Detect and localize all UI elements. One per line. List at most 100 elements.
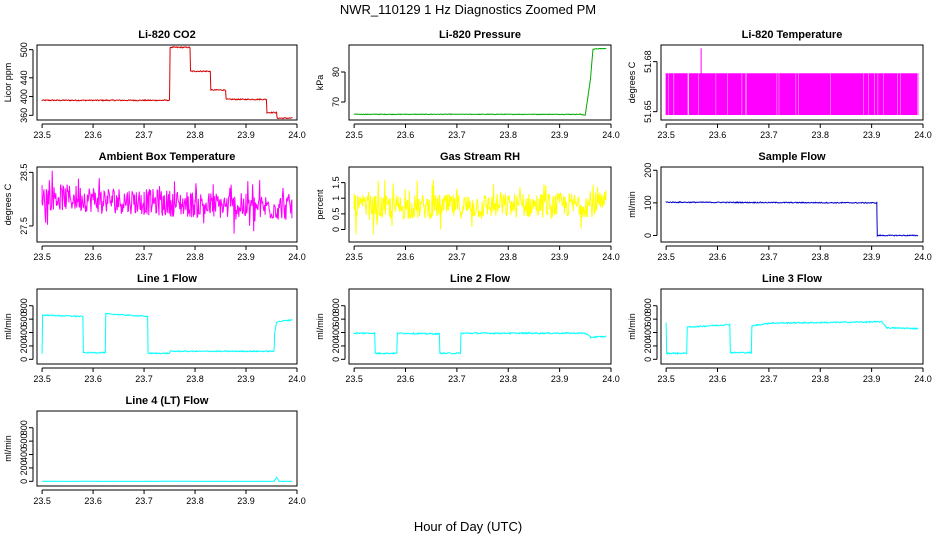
plot-frame-line1	[36, 288, 298, 365]
series-line-line3	[665, 320, 919, 355]
y-tick-label-line1: 0	[19, 357, 29, 362]
x-tick-label-co2: 24.0	[288, 130, 306, 140]
x-tick-label-line3: 23.7	[760, 374, 778, 384]
x-tick-label-pressure: 23.8	[499, 130, 517, 140]
x-tick-label-rh: 23.5	[345, 252, 363, 262]
panels-group: Li-820 CO2 23.5 23.6 23.7 23.8 23.9 24.0 360 400…	[3, 29, 932, 506]
y-tick-label-line4: 400	[19, 447, 29, 462]
y-tick-label-line3: 200	[643, 338, 653, 353]
x-tick-label-line4: 23.7	[135, 496, 153, 506]
x-tick-label-co2: 23.7	[135, 130, 153, 140]
y-label-line1: ml/min	[3, 313, 13, 340]
x-tick-label-line3: 23.6	[709, 374, 727, 384]
series-line-line4	[41, 476, 293, 483]
x-tick-label-boxtemp: 23.8	[186, 252, 204, 262]
y-label-rh: percent	[315, 189, 325, 220]
y-tick-label-line4: 800	[19, 420, 29, 435]
y-label-line4: ml/min	[3, 435, 13, 462]
plot-frame-co2	[36, 44, 298, 121]
y-tick-label-co2: 500	[19, 42, 29, 57]
series-line-temp820	[665, 48, 919, 115]
x-tick-label-line2: 24.0	[602, 374, 620, 384]
y-label-pressure: kPa	[315, 75, 325, 91]
x-tick-label-temp820: 23.7	[760, 130, 778, 140]
x-tick-label-rh: 23.7	[448, 252, 466, 262]
x-tick-label-temp820: 23.9	[863, 130, 881, 140]
panel-title-rh: Gas Stream RH	[440, 151, 520, 163]
series-line-pressure	[353, 47, 607, 116]
x-tick-label-pressure: 23.6	[397, 130, 415, 140]
plot-frame-boxtemp	[36, 166, 298, 243]
series-line-boxtemp	[41, 170, 293, 234]
y-tick-label-line4: 0	[19, 479, 29, 484]
plot-frame-line4	[36, 410, 298, 487]
y-tick-label-line1: 600	[19, 312, 29, 327]
y-tick-label-line3: 600	[643, 312, 653, 327]
panel-line1: Line 1 Flow 23.5 23.6 23.7 23.8 23.9 24.0 0 2004…	[3, 273, 306, 384]
x-tick-label-line1: 23.8	[186, 374, 204, 384]
x-tick-label-line3: 23.9	[863, 374, 881, 384]
x-tick-label-sample: 23.5	[657, 252, 675, 262]
x-tick-label-line3: 23.5	[657, 374, 675, 384]
y-tick-label-line1: 800	[19, 298, 29, 313]
y-label-temp820: degrees C	[627, 61, 637, 103]
x-tick-label-line2: 23.5	[345, 374, 363, 384]
x-tick-label-boxtemp: 23.5	[33, 252, 51, 262]
x-tick-label-co2: 23.6	[84, 130, 102, 140]
x-tick-label-sample: 23.8	[811, 252, 829, 262]
panel-rh: Gas Stream RH 23.5 23.6 23.7 23.8 23.9 24.0 0 0.…	[315, 151, 620, 262]
figure-xlabel: Hour of Day (UTC)	[414, 519, 522, 534]
y-tick-label-line3: 800	[643, 298, 653, 313]
x-tick-label-co2: 23.5	[33, 130, 51, 140]
y-tick-label-sample: 100	[643, 195, 653, 210]
x-tick-label-rh: 24.0	[602, 252, 620, 262]
x-tick-label-sample: 23.9	[863, 252, 881, 262]
x-tick-label-temp820: 23.8	[811, 130, 829, 140]
x-tick-label-line1: 23.7	[135, 374, 153, 384]
x-tick-label-sample: 24.0	[914, 252, 932, 262]
y-tick-label-co2: 440	[19, 70, 29, 85]
panel-title-line4: Line 4 (LT) Flow	[126, 395, 209, 407]
x-tick-label-rh: 23.6	[397, 252, 415, 262]
y-tick-label-line1: 400	[19, 325, 29, 340]
x-tick-label-pressure: 23.5	[345, 130, 363, 140]
x-tick-label-line1: 23.9	[237, 374, 255, 384]
y-tick-label-rh: 0	[331, 227, 341, 232]
x-tick-label-co2: 23.9	[237, 130, 255, 140]
x-tick-label-pressure: 23.9	[551, 130, 569, 140]
panel-temp820: Li-820 Temperature 23.5 23.6 23.7 23.8 23.9 24…	[627, 29, 932, 140]
panel-title-temp820: Li-820 Temperature	[742, 29, 843, 41]
plot-frame-pressure	[348, 44, 612, 121]
plot-frame-sample	[660, 166, 924, 243]
plot-frame-rh	[348, 166, 612, 243]
x-tick-label-temp820: 23.6	[709, 130, 727, 140]
panel-pressure: Li-820 Pressure 23.5 23.6 23.7 23.8 23.9 24.0 7…	[315, 29, 620, 140]
y-tick-label-rh: 1	[331, 196, 341, 201]
panel-line4: Line 4 (LT) Flow 23.5 23.6 23.7 23.8 23.9 24.0…	[3, 395, 306, 506]
panel-co2: Li-820 CO2 23.5 23.6 23.7 23.8 23.9 24.0 360 400…	[3, 29, 306, 140]
x-tick-label-boxtemp: 23.9	[237, 252, 255, 262]
x-tick-label-pressure: 23.7	[448, 130, 466, 140]
y-tick-label-rh: 0.5	[331, 208, 341, 221]
x-tick-label-co2: 23.8	[186, 130, 204, 140]
y-tick-label-pressure: 80	[331, 67, 341, 77]
panel-title-line2: Line 2 Flow	[450, 273, 510, 285]
y-tick-label-line4: 200	[19, 460, 29, 475]
panel-title-sample: Sample Flow	[758, 151, 826, 163]
y-tick-label-pressure: 70	[331, 97, 341, 107]
y-tick-label-line2: 200	[331, 338, 341, 353]
plot-frame-line2	[348, 288, 612, 365]
y-tick-label-boxtemp: 28.5	[19, 164, 29, 182]
y-tick-label-rh: 1.5	[331, 176, 341, 189]
x-tick-label-line2: 23.9	[551, 374, 569, 384]
x-tick-label-line2: 23.8	[499, 374, 517, 384]
x-tick-label-line4: 23.5	[33, 496, 51, 506]
y-label-sample: ml/min	[627, 191, 637, 218]
x-tick-label-line4: 23.9	[237, 496, 255, 506]
y-tick-label-line2: 800	[331, 298, 341, 313]
panel-title-boxtemp: Ambient Box Temperature	[99, 151, 236, 163]
plot-frame-temp820	[660, 44, 924, 121]
panel-sample: Sample Flow 23.5 23.6 23.7 23.8 23.9 24.0 0 100 2…	[627, 151, 932, 262]
x-tick-label-line1: 23.5	[33, 374, 51, 384]
